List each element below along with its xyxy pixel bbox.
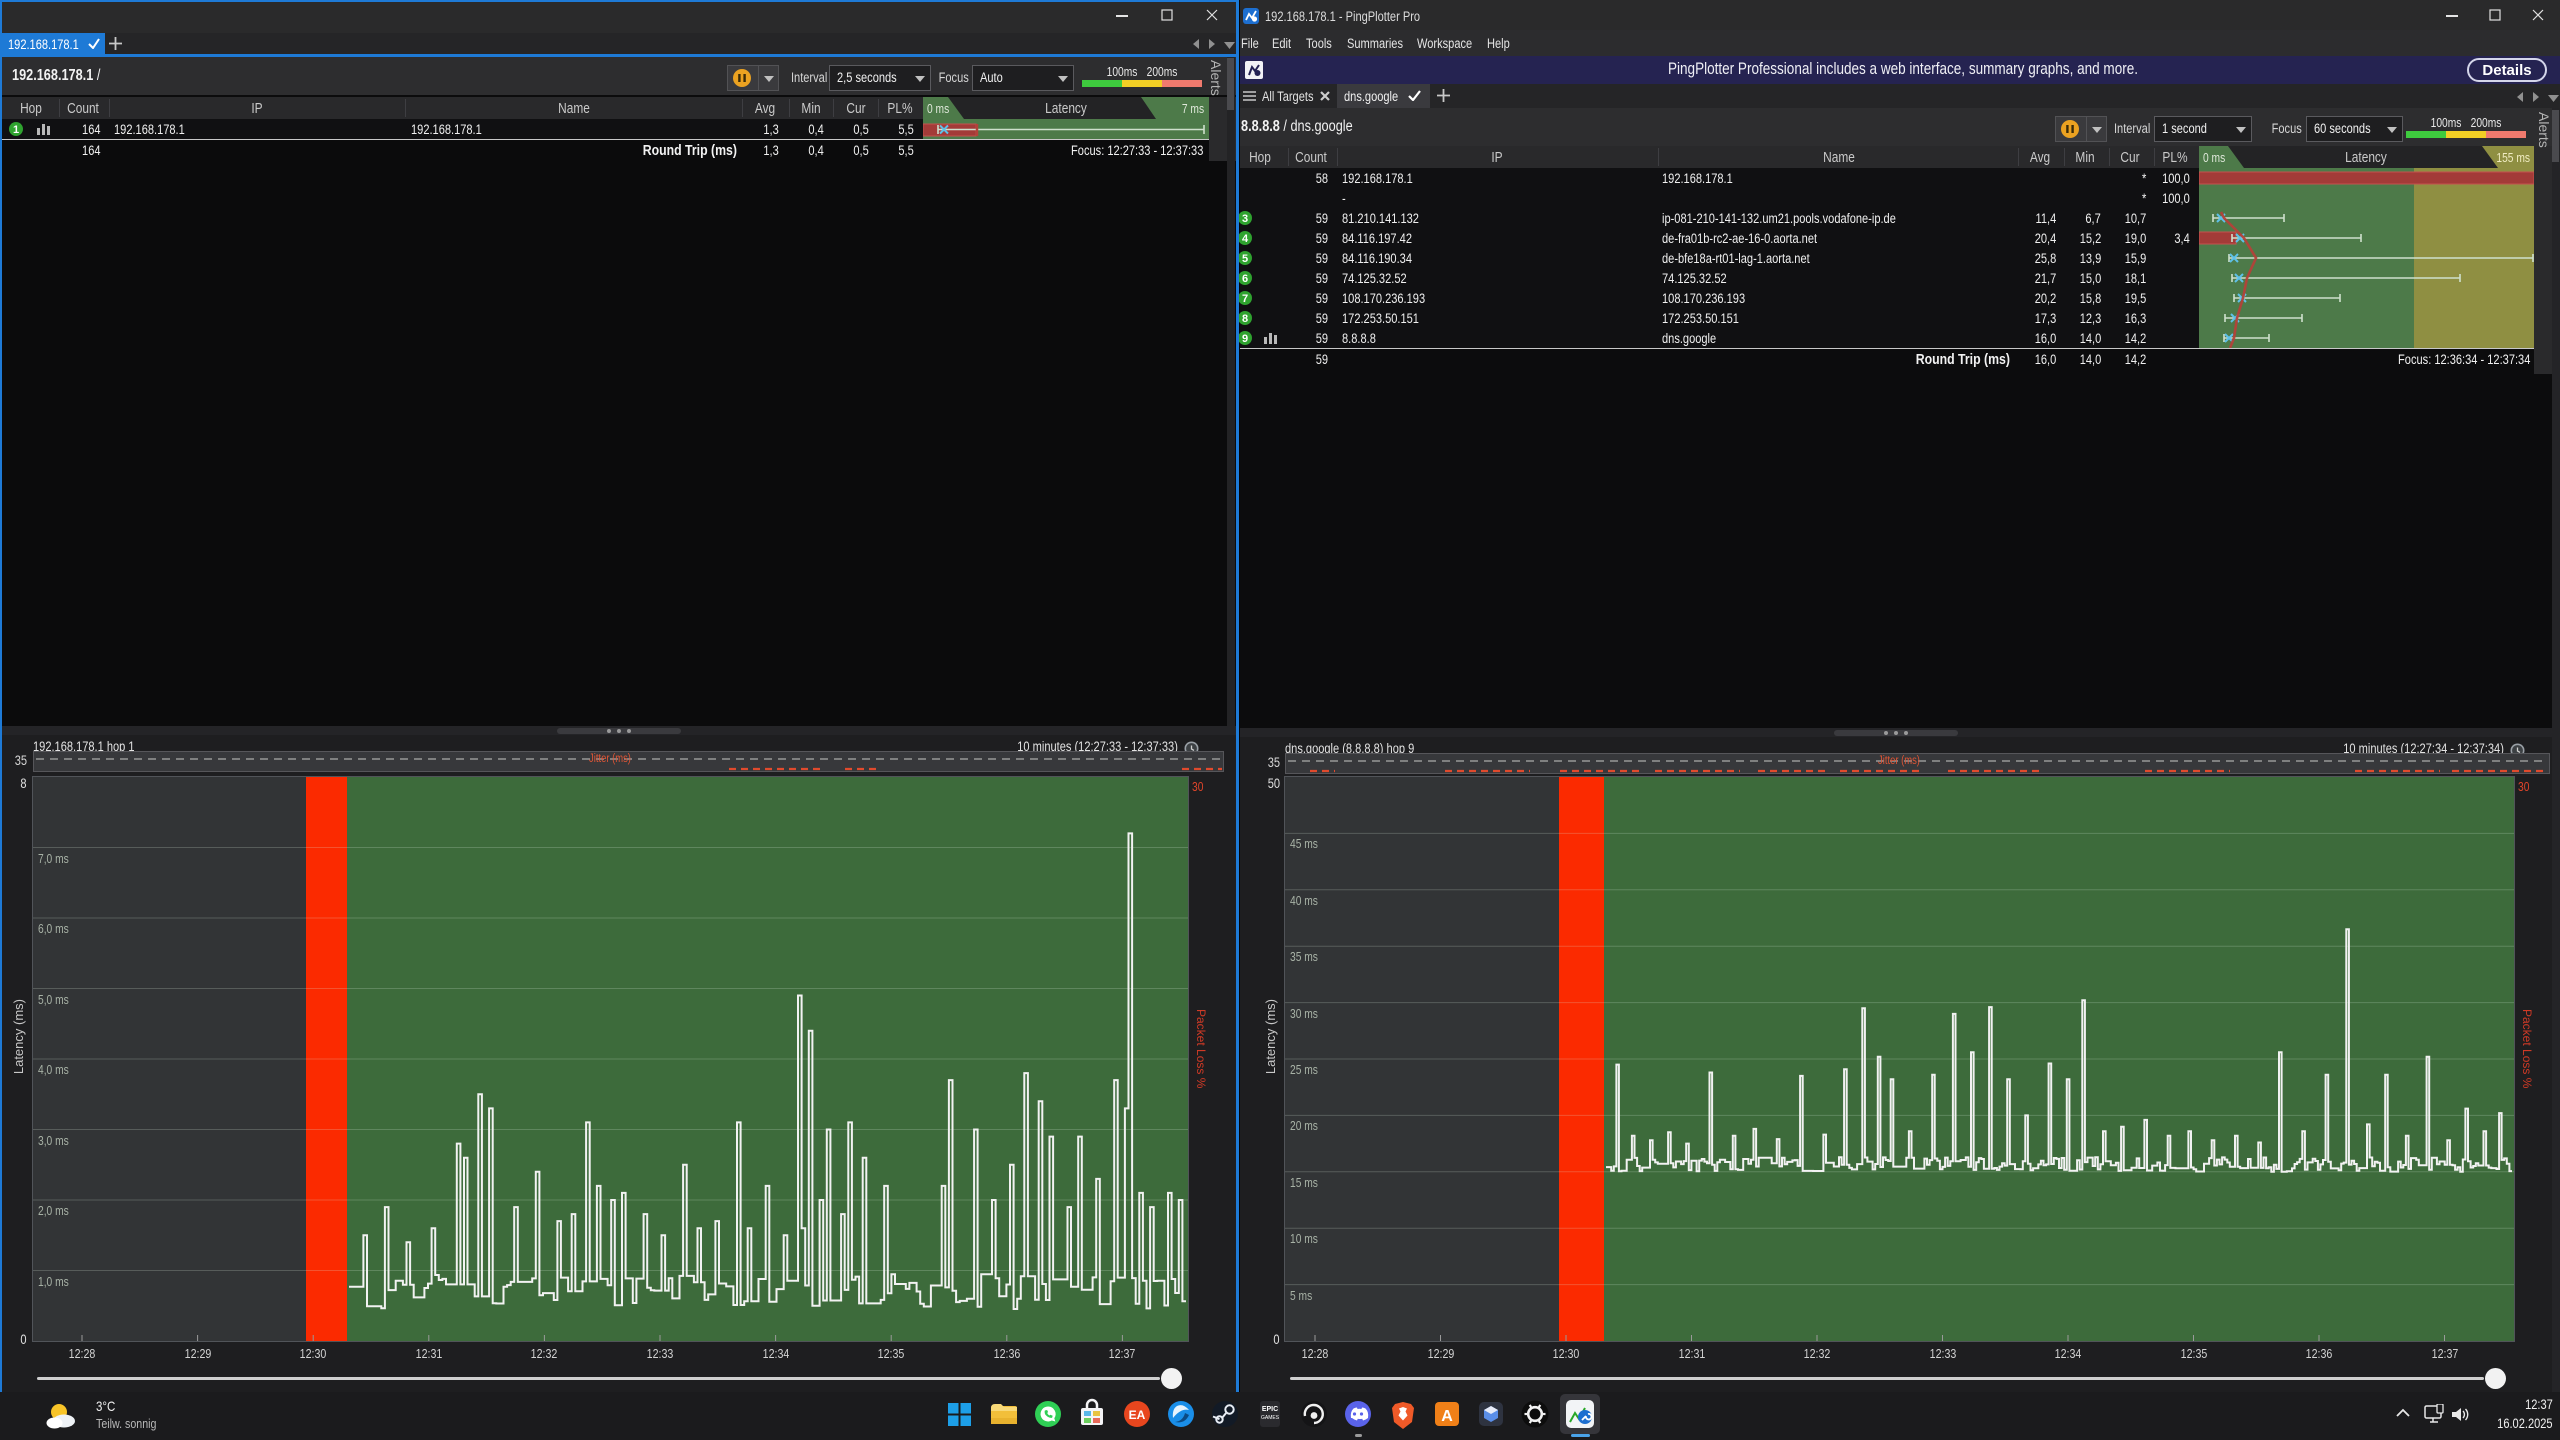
svg-text:EPIC: EPIC bbox=[1262, 1406, 1278, 1413]
svg-text:5: 5 bbox=[1242, 253, 1248, 265]
svg-text:8: 8 bbox=[1242, 313, 1248, 325]
svg-text:EA: EA bbox=[1129, 1408, 1146, 1422]
svg-text:3: 3 bbox=[1242, 213, 1248, 225]
svg-text:6: 6 bbox=[1242, 273, 1248, 285]
svg-text:7: 7 bbox=[1242, 293, 1248, 305]
svg-text:9: 9 bbox=[1242, 333, 1248, 345]
svg-text:4: 4 bbox=[1242, 233, 1249, 245]
svg-text:A: A bbox=[1441, 1408, 1453, 1425]
svg-text:GAMES: GAMES bbox=[1261, 1415, 1280, 1421]
svg-text:1: 1 bbox=[13, 124, 19, 136]
